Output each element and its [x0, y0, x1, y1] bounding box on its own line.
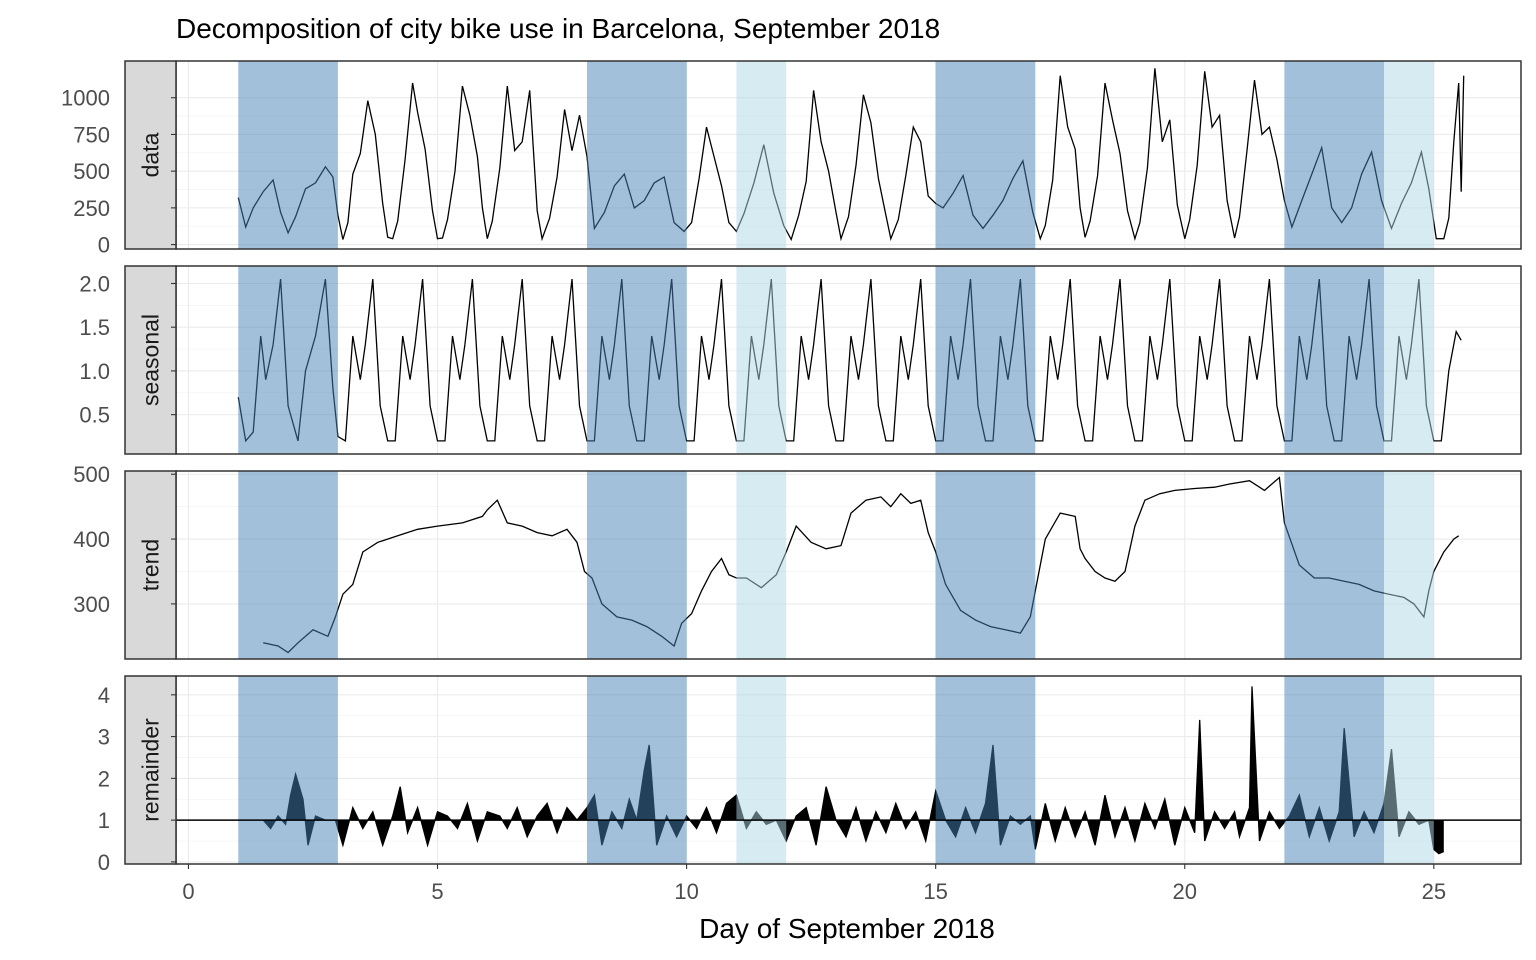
chart-title: Decomposition of city bike use in Barcel…: [176, 13, 940, 44]
holiday-shade: [736, 266, 787, 454]
holiday-shade: [1384, 61, 1434, 249]
weekend-shade: [1284, 471, 1385, 659]
panel-strip-label: data: [138, 132, 164, 177]
y-tick-label: 300: [73, 592, 110, 617]
y-tick-label: 2.0: [79, 271, 110, 296]
weekend-shade: [238, 471, 338, 659]
y-tick-label: 0.5: [79, 403, 110, 428]
x-axis-title: Day of September 2018: [699, 913, 995, 944]
holiday-shade: [736, 676, 787, 864]
y-tick-label: 250: [73, 196, 110, 221]
remainder-area: [263, 686, 1444, 854]
panel-data: data 0 250 500 750 1000: [61, 60, 1522, 258]
weekend-shade: [586, 266, 687, 454]
weekend-shade: [935, 471, 1036, 659]
weekend-shade: [238, 676, 338, 864]
weekend-shade: [1284, 61, 1385, 249]
weekend-shade: [1284, 266, 1385, 454]
panel-strip-label: seasonal: [138, 314, 164, 406]
holiday-shade: [1384, 471, 1434, 659]
x-tick-label: 0: [182, 879, 194, 904]
y-tick-label: 2: [98, 766, 110, 791]
x-axis: 0 5 10 15 20 25: [182, 864, 1446, 904]
weekend-shade: [238, 61, 338, 249]
series-seasonal-line: [237, 278, 1462, 443]
panel-strip-label: trend: [138, 539, 164, 591]
weekend-shade: [1284, 676, 1385, 864]
y-tick-label: 750: [73, 122, 110, 147]
holiday-shade: [736, 61, 787, 249]
x-tick-label: 20: [1173, 879, 1197, 904]
x-tick-label: 15: [923, 879, 947, 904]
y-tick-label: 1.0: [79, 359, 110, 384]
weekend-shade: [935, 61, 1036, 249]
weekend-shade: [238, 266, 338, 454]
panel-seasonal: seasonal 0.5 1.0 1.5 2.0: [79, 265, 1522, 455]
panel-strip: [124, 675, 177, 865]
panel-strip: [124, 470, 177, 660]
y-tick-label: 500: [73, 159, 110, 184]
panel-strip: [124, 60, 177, 250]
x-tick-label: 10: [674, 879, 698, 904]
panels-layer: data 0 250 500 750 1000 seasonal 0.5 1.0 1.5 2.0 tr…: [61, 60, 1522, 875]
panel-strip: [124, 265, 177, 455]
y-tick-label: 0: [98, 850, 110, 875]
weekend-shade: [586, 61, 687, 249]
panel-strip-label: remainder: [138, 718, 164, 822]
y-tick-label: 4: [98, 683, 110, 708]
y-tick-label: 500: [73, 462, 110, 487]
series-trend-line: [263, 476, 1460, 654]
weekend-shade: [586, 676, 687, 864]
y-tick-label: 400: [73, 527, 110, 552]
y-tick-label: 0: [98, 233, 110, 258]
x-tick-label: 5: [431, 879, 443, 904]
holiday-shade: [1384, 266, 1434, 454]
holiday-shade: [1384, 676, 1434, 864]
weekend-shade: [586, 471, 687, 659]
y-tick-label: 1000: [61, 86, 110, 111]
y-tick-label: 1.5: [79, 315, 110, 340]
weekend-shade: [935, 676, 1036, 864]
panel-remainder: remainder 0 1 2 3 4: [98, 675, 1522, 875]
holiday-shade: [736, 471, 787, 659]
y-tick-label: 1: [98, 808, 110, 833]
series-remainder-line: [262, 686, 1445, 855]
series-data-line: [237, 68, 1465, 242]
x-tick-label: 25: [1422, 879, 1446, 904]
panel-trend: trend 300 400 500: [73, 462, 1522, 660]
y-tick-label: 3: [98, 725, 110, 750]
weekend-shade: [935, 266, 1036, 454]
